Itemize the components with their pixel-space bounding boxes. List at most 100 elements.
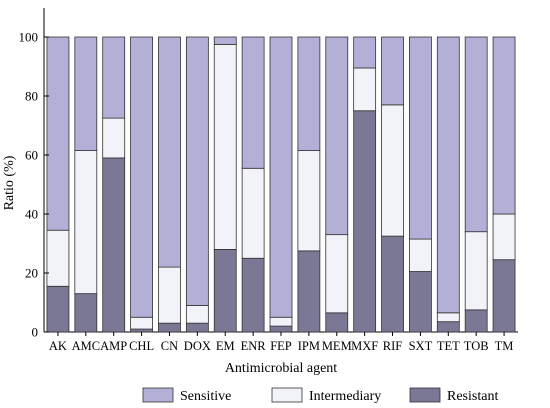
- y-tick-label: 20: [25, 266, 38, 281]
- bar-segment-sensitive-enr: [241, 36, 265, 169]
- bar-amc: [74, 36, 98, 333]
- bar-segment-sensitive-ak: [46, 36, 70, 231]
- bar-segment-sensitive-tob: [464, 36, 488, 233]
- bar-segment-sensitive-rif: [381, 36, 404, 106]
- x-tick-label: FEP: [270, 339, 292, 353]
- x-axis-title: Antimicrobial agent: [225, 361, 337, 376]
- bar-ak: [46, 36, 70, 333]
- legend-swatch-intermediary: [271, 387, 303, 403]
- x-tick-label: IPM: [298, 339, 320, 353]
- legend-label-intermediary: Intermediary: [309, 389, 381, 404]
- bar-segment-resistant-ipm: [297, 250, 321, 333]
- bar-segment-intermediary-em: [213, 43, 237, 250]
- legend-label-sensitive: Sensitive: [180, 389, 231, 404]
- x-tick-label: MEM: [322, 339, 352, 353]
- bar-segment-sensitive-tm: [492, 36, 516, 215]
- y-ticks: 0 20 40 60 80 100: [19, 30, 49, 340]
- bar-segment-intermediary-amc: [74, 150, 98, 295]
- bar-cn: [158, 36, 181, 333]
- y-tick-label: 40: [25, 207, 38, 222]
- bar-segment-intermediary-amp: [102, 117, 126, 159]
- y-axis-title: Ratio (%): [2, 155, 17, 210]
- bar-segment-intermediary-tob: [464, 231, 488, 311]
- bar-segment-sensitive-mxf: [353, 36, 377, 69]
- bar-mem: [325, 36, 349, 333]
- x-tick-label: TOB: [464, 339, 489, 353]
- bar-segment-sensitive-cn: [158, 36, 181, 268]
- x-tick-label: CN: [161, 339, 178, 353]
- bar-segment-resistant-dox: [185, 322, 209, 333]
- x-tick-label: SXT: [409, 339, 433, 353]
- bar-segment-intermediary-dox: [185, 305, 209, 324]
- bar-segment-resistant-cn: [158, 322, 181, 333]
- x-tick-label: RIF: [383, 339, 403, 353]
- bar-tet: [436, 36, 460, 333]
- legend-swatch-resistant: [409, 387, 441, 403]
- bar-segment-resistant-rif: [381, 235, 404, 333]
- bar-dox: [185, 36, 209, 333]
- bar-tob: [464, 36, 488, 333]
- bar-rif: [381, 36, 404, 333]
- bar-segment-sensitive-chl: [130, 36, 153, 318]
- bar-segment-resistant-amp: [102, 157, 126, 333]
- x-tick-label: ENR: [241, 339, 267, 353]
- bar-segment-intermediary-rif: [381, 104, 404, 237]
- x-tick-label: DOX: [184, 339, 211, 353]
- bar-em: [213, 36, 237, 333]
- legend-label-resistant: Resistant: [447, 389, 498, 404]
- bar-segment-intermediary-mem: [325, 234, 349, 314]
- y-tick-label: 80: [25, 89, 38, 104]
- x-tick-label: EM: [216, 339, 235, 353]
- bar-fep: [269, 36, 293, 333]
- y-tick-label: 60: [25, 148, 38, 163]
- x-tick-label: CHL: [129, 339, 154, 353]
- category-labels: AK AMC AMP CHL CN DOX EM ENR FEP IPM MEM MXF RIF SXT T…: [49, 332, 514, 353]
- bar-segment-intermediary-cn: [158, 266, 181, 324]
- x-tick-label: AMP: [100, 339, 127, 353]
- x-tick-label: AK: [49, 339, 67, 353]
- bar-segment-sensitive-tet: [436, 36, 460, 314]
- bar-segment-sensitive-amc: [74, 36, 98, 151]
- y-tick-label: 0: [32, 325, 39, 340]
- bar-segment-resistant-chl: [130, 328, 153, 333]
- bars: [46, 36, 516, 333]
- bar-segment-intermediary-mxf: [353, 67, 377, 112]
- bar-segment-resistant-tm: [492, 259, 516, 333]
- bar-segment-resistant-tob: [464, 309, 488, 333]
- bar-amp: [102, 36, 126, 333]
- bar-segment-intermediary-ipm: [297, 150, 321, 252]
- bar-segment-resistant-ak: [46, 285, 70, 333]
- bar-segment-intermediary-chl: [130, 316, 153, 330]
- bar-segment-intermediary-tm: [492, 213, 516, 261]
- bar-segment-resistant-amc: [74, 293, 98, 333]
- bar-segment-resistant-tet: [436, 321, 460, 333]
- bar-sxt: [409, 36, 432, 333]
- bar-enr: [241, 36, 265, 333]
- bar-segment-sensitive-dox: [185, 36, 209, 306]
- bar-segment-intermediary-fep: [269, 316, 293, 327]
- bar-segment-sensitive-ipm: [297, 36, 321, 151]
- x-tick-label: MXF: [351, 339, 378, 353]
- bar-segment-intermediary-tet: [436, 312, 460, 323]
- x-tick-label: TM: [495, 339, 514, 353]
- bar-segment-resistant-sxt: [409, 271, 432, 333]
- y-tick-label: 100: [19, 30, 39, 45]
- bar-segment-intermediary-sxt: [409, 238, 432, 272]
- legend: Sensitive Intermediary Resistant: [142, 387, 498, 404]
- bar-chl: [130, 36, 153, 333]
- bar-segment-resistant-mem: [325, 312, 349, 333]
- bar-segment-intermediary-enr: [241, 167, 265, 259]
- bar-ipm: [297, 36, 321, 333]
- bar-segment-sensitive-mem: [325, 36, 349, 236]
- x-tick-label: TET: [437, 339, 460, 353]
- bar-segment-resistant-enr: [241, 257, 265, 333]
- bar-segment-sensitive-amp: [102, 36, 126, 119]
- bar-tm: [492, 36, 516, 333]
- bar-segment-intermediary-ak: [46, 229, 70, 287]
- bar-segment-resistant-mxf: [353, 110, 377, 333]
- bar-mxf: [353, 36, 377, 333]
- legend-swatch-sensitive: [142, 387, 174, 403]
- bar-segment-sensitive-sxt: [409, 36, 432, 240]
- bar-segment-resistant-fep: [269, 325, 293, 333]
